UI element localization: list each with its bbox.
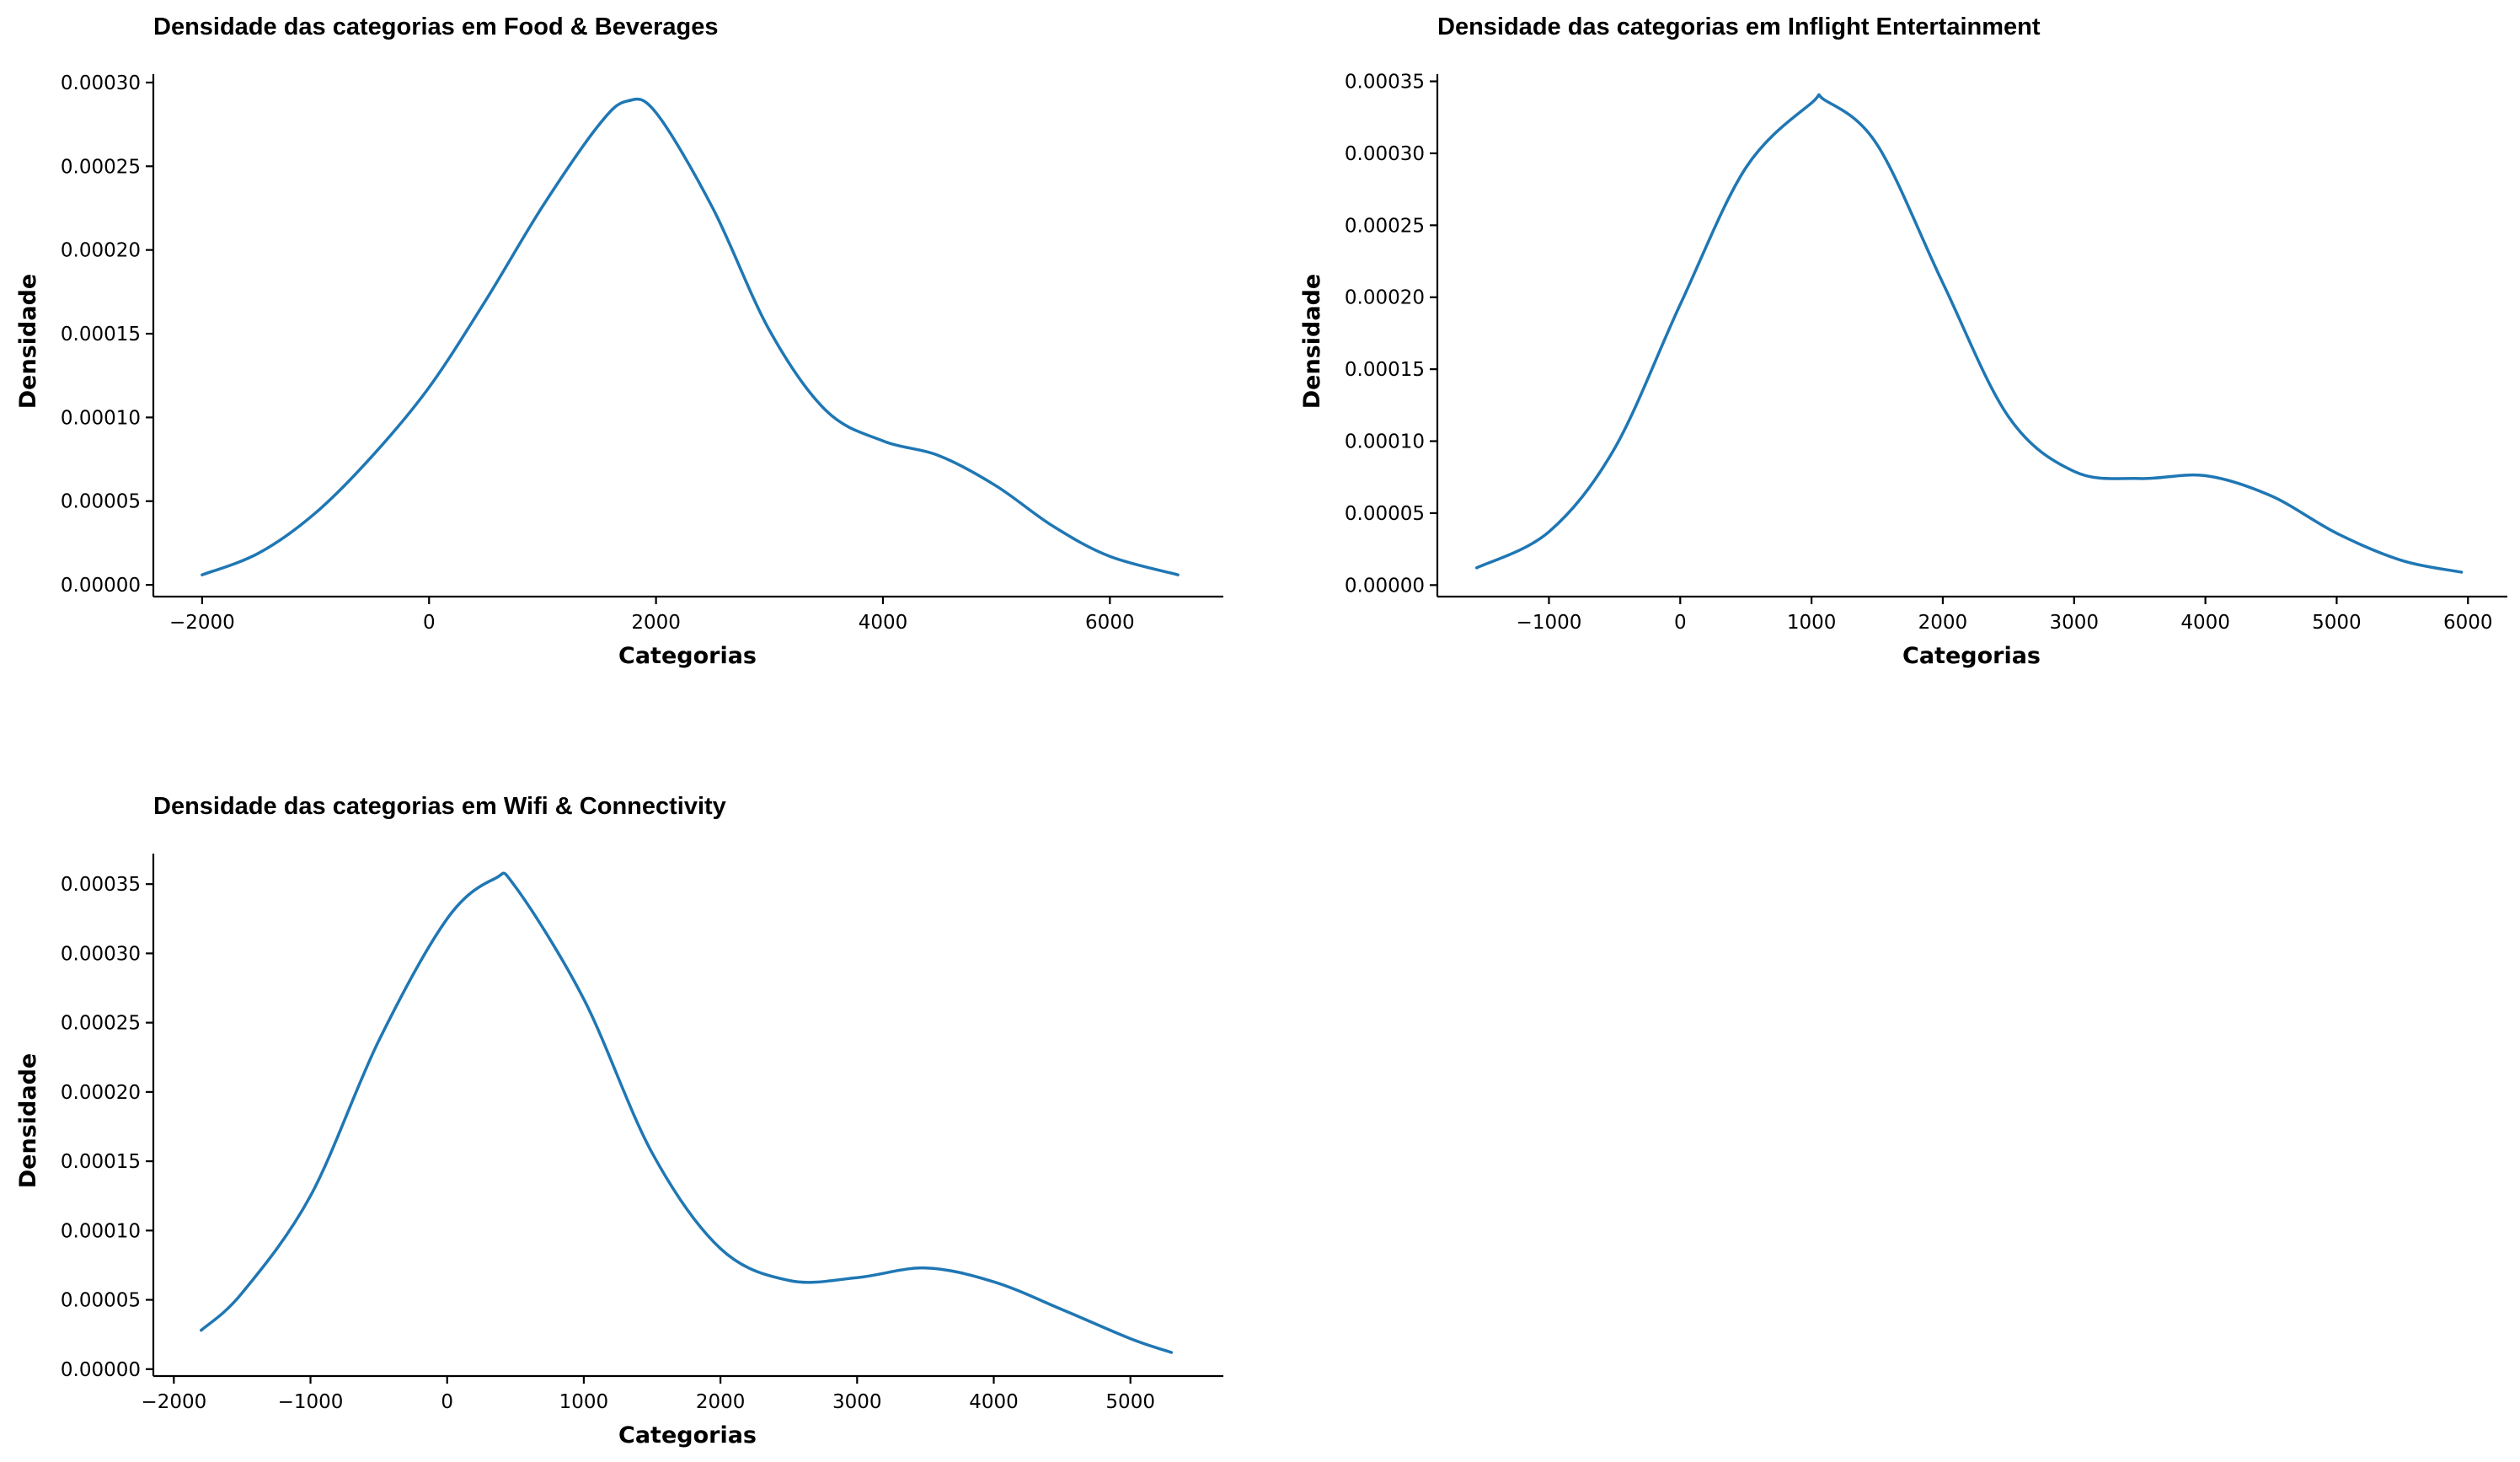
y-axis-label: Densidade: [15, 1053, 41, 1188]
chart-panel-inflight-entertainment: Densidade das categorias em Inflight Ent…: [1299, 13, 2507, 669]
y-tick-label: 0.00030: [61, 72, 141, 94]
x-tick-label: 0: [423, 612, 436, 634]
x-tick-label: 4000: [2180, 612, 2230, 634]
y-tick-label: 0.00010: [1345, 431, 1425, 453]
y-ticks: 0.00000 0.00005 0.00010 0.00015 0.00020 0.000…: [61, 72, 153, 597]
chart-title: Densidade das categorias em Inflight Ent…: [1437, 13, 2041, 40]
plot-area: 0.00000 0.00005 0.00010 0.00015 0.00020 0.000…: [61, 72, 1223, 634]
y-tick-label: 0.00025: [61, 1013, 141, 1035]
x-ticks: −2000 0 2000 4000 6000: [169, 597, 1135, 634]
y-tick-label: 0.00005: [1345, 503, 1425, 525]
y-tick-label: 0.00010: [61, 407, 141, 429]
plot-area: 0.00000 0.00005 0.00010 0.00015 0.00020 0.000…: [1345, 72, 2507, 634]
x-tick-label: 1000: [559, 1391, 609, 1413]
x-tick-label: 1000: [1787, 612, 1837, 634]
y-tick-label: 0.00020: [61, 1082, 141, 1104]
x-tick-label: 2000: [631, 612, 681, 634]
x-tick-label: −2000: [169, 612, 235, 634]
density-curve: [201, 97, 1180, 576]
y-tick-label: 0.00000: [1345, 575, 1425, 597]
x-tick-label: −2000: [141, 1391, 206, 1413]
y-tick-label: 0.00030: [61, 943, 141, 965]
x-tick-label: 4000: [859, 612, 908, 634]
chart-panel-wifi-connectivity: Densidade das categorias em Wifi & Conne…: [15, 793, 1223, 1449]
x-axis-label: Categorias: [618, 1422, 757, 1449]
x-tick-label: 6000: [2443, 612, 2493, 634]
x-tick-label: 0: [441, 1391, 453, 1413]
x-tick-label: 2000: [696, 1391, 746, 1413]
x-tick-label: −1000: [278, 1391, 344, 1413]
y-axis-label: Densidade: [15, 274, 41, 409]
x-axis-label: Categorias: [1902, 643, 2041, 669]
y-tick-label: 0.00035: [61, 874, 141, 896]
y-ticks: 0.00000 0.00005 0.00010 0.00015 0.00020 0.000…: [61, 874, 153, 1381]
x-axis-label: Categorias: [618, 643, 757, 669]
x-tick-label: −1000: [1517, 612, 1582, 634]
y-tick-label: 0.00005: [61, 491, 141, 513]
y-tick-label: 0.00025: [61, 156, 141, 178]
y-tick-label: 0.00015: [61, 324, 141, 345]
series-group: [201, 97, 1180, 576]
y-tick-label: 0.00015: [61, 1151, 141, 1173]
x-ticks: −2000 −1000 0 1000 2000 3000 4000 5000: [141, 1376, 1155, 1413]
plot-area: 0.00000 0.00005 0.00010 0.00015 0.00020 0.000…: [61, 854, 1223, 1413]
series-group: [1474, 93, 2464, 574]
chart-title: Densidade das categorias em Food & Bever…: [153, 13, 718, 40]
density-curve: [1474, 93, 2464, 574]
y-tick-label: 0.00030: [1345, 143, 1425, 165]
density-curve: [200, 871, 1174, 1354]
y-tick-label: 0.00010: [61, 1220, 141, 1242]
y-tick-label: 0.00000: [61, 1359, 141, 1381]
x-tick-label: 6000: [1085, 612, 1135, 634]
y-tick-label: 0.00025: [1345, 215, 1425, 237]
y-ticks: 0.00000 0.00005 0.00010 0.00015 0.00020 0.000…: [1345, 72, 1437, 597]
x-tick-label: 5000: [1105, 1391, 1155, 1413]
x-ticks: −1000 0 1000 2000 3000 4000 5000 6000: [1517, 597, 2493, 634]
x-tick-label: 2000: [1918, 612, 1968, 634]
chart-panel-food-beverages: Densidade das categorias em Food & Bever…: [15, 13, 1223, 669]
y-tick-label: 0.00015: [1345, 359, 1425, 381]
y-tick-label: 0.00020: [61, 240, 141, 262]
y-tick-label: 0.00000: [61, 575, 141, 597]
x-tick-label: 4000: [969, 1391, 1019, 1413]
y-axis-label: Densidade: [1299, 274, 1325, 409]
y-tick-label: 0.00005: [61, 1290, 141, 1312]
x-tick-label: 3000: [2049, 612, 2099, 634]
x-tick-label: 0: [1674, 612, 1687, 634]
x-tick-label: 3000: [832, 1391, 882, 1413]
y-tick-label: 0.00020: [1345, 287, 1425, 309]
chart-title: Densidade das categorias em Wifi & Conne…: [153, 793, 726, 820]
series-group: [200, 871, 1174, 1354]
x-tick-label: 5000: [2312, 612, 2362, 634]
y-tick-label: 0.00035: [1345, 72, 1425, 94]
